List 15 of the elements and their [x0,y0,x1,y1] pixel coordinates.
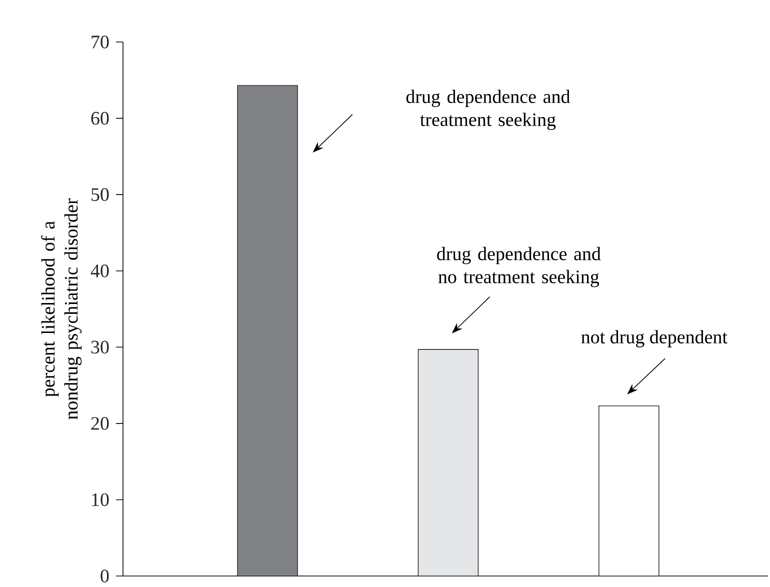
bar [598,405,660,576]
y-tick-label: 0 [100,570,109,582]
y-tick-label: 30 [91,340,109,354]
bar [418,349,479,576]
y-tick-label: 20 [91,417,109,430]
annotation: drug dependence and no treatment seeking [437,246,601,288]
annotation: drug dependence and treatment seeking [406,90,570,130]
y-tick-label: 50 [92,188,109,201]
annotation: not drug dependent [581,330,728,348]
y-tick-label: 60 [91,112,109,125]
y-axis-title: percent likelihood of a nondrug psychiatric disorder [41,198,82,420]
y-tick-label: 70 [92,36,109,48]
bar [237,85,298,576]
y-tick-label: 10 [92,493,109,506]
y-tick-label: 40 [90,264,109,278]
